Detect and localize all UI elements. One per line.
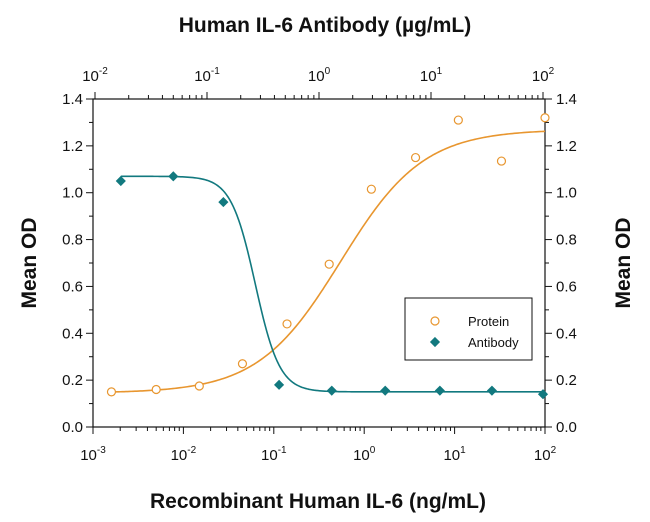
right-tick-label: 0.8: [556, 232, 577, 249]
antibody-point: [326, 385, 337, 396]
top-tick-label: 102: [532, 66, 555, 85]
bottom-tick-label: 102: [534, 445, 557, 464]
bottom-tick-label: 10-1: [261, 445, 287, 464]
legend-box: [404, 297, 533, 361]
protein-point: [151, 384, 161, 395]
protein-point: [453, 115, 463, 125]
right-tick-label: 0.6: [556, 278, 577, 295]
x-axis-label: Recombinant Human IL-6 (ng/mL): [150, 490, 486, 513]
bottom-tick-label: 100: [353, 445, 376, 464]
right-tick-label: 0.0: [556, 419, 577, 436]
right-axis-ticks: 0.0 0.2 0.4 0.6 0.8 1.0 1.2 1.4: [545, 91, 577, 436]
antibody-point: [434, 385, 445, 396]
legend-protein-label: Protein: [468, 314, 509, 329]
protein-point: [496, 156, 507, 166]
protein-point: [282, 319, 292, 329]
legend-antibody-label: Antibody: [468, 335, 519, 350]
right-tick-label: 1.4: [556, 91, 577, 108]
bottom-tick-label: 10-2: [171, 445, 197, 464]
protein-point: [366, 184, 376, 194]
protein-point: [324, 259, 334, 269]
data-points: [106, 113, 550, 400]
top-tick-label: 10-1: [194, 66, 220, 85]
left-axis-ticks: 0.0 0.2 0.4 0.6 0.8 1.0 1.2 1.4: [62, 91, 93, 436]
top-tick-label: 100: [308, 66, 331, 85]
bottom-tick-label: 101: [443, 445, 466, 464]
antibody-point: [168, 171, 179, 182]
protein-fit-curve: [111, 130, 546, 393]
left-tick-label: 1.0: [62, 185, 83, 202]
y-axis-label-right: Mean OD: [612, 217, 635, 308]
antibody-point: [537, 389, 549, 400]
y-axis-label-left: Mean OD: [18, 217, 41, 308]
right-tick-label: 0.4: [556, 325, 577, 342]
left-tick-label: 1.2: [62, 138, 83, 155]
legend: Protein Antibody: [404, 297, 533, 361]
antibody-point: [218, 197, 229, 208]
protein-point: [540, 113, 550, 123]
bottom-tick-label: 10-3: [80, 445, 106, 464]
plot-frame: [92, 98, 546, 428]
right-tick-label: 1.2: [556, 138, 577, 155]
right-tick-label: 0.2: [556, 372, 577, 389]
antibody-point: [486, 385, 498, 396]
left-tick-label: 0.2: [62, 372, 83, 389]
legend-antibody-marker: [429, 336, 441, 348]
top-tick-label: 101: [420, 66, 443, 85]
left-tick-label: 0.4: [62, 325, 83, 342]
antibody-point: [380, 385, 391, 396]
left-tick-label: 0.0: [62, 419, 83, 436]
top-tick-label: 10-2: [82, 66, 108, 85]
protein-point: [410, 152, 421, 163]
protein-point: [237, 359, 248, 369]
antibody-point: [115, 175, 126, 187]
right-tick-label: 1.0: [556, 185, 577, 202]
protein-point: [106, 387, 117, 397]
bottom-axis-ticks: 10-3 10-2 10-1 100 101 102: [80, 427, 557, 464]
left-tick-label: 0.6: [62, 278, 83, 295]
left-tick-label: 0.8: [62, 232, 83, 249]
left-tick-label: 1.4: [62, 91, 83, 108]
protein-point: [194, 381, 204, 391]
top-axis-ticks: 10-2 10-1 100 101 102: [82, 66, 555, 99]
antibody-point: [274, 379, 285, 390]
legend-protein-marker: [430, 316, 440, 326]
chart-title: Human IL-6 Antibody (µg/mL): [179, 14, 471, 37]
